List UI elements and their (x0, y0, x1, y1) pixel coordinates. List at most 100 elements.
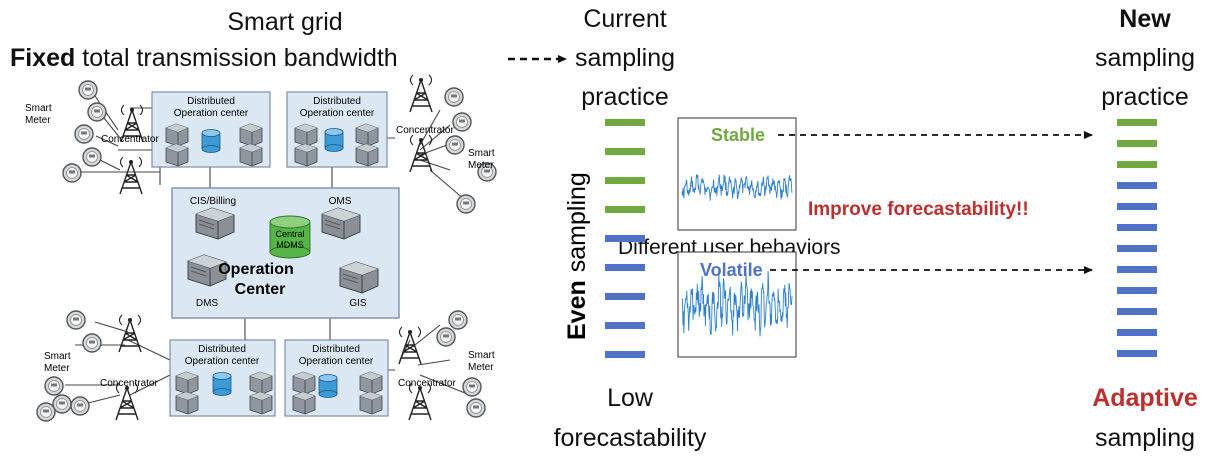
tower-icon (398, 326, 422, 365)
dist-label-4a: Distributed (312, 344, 360, 355)
current-sample-bar-blue (605, 322, 645, 329)
tower-icon (409, 134, 433, 173)
current-sample-bar-blue (605, 264, 645, 271)
meter-icon (66, 310, 86, 330)
dist-label-3b: Operation center (185, 356, 260, 367)
meter-icon (44, 376, 64, 396)
sampling-word: sampling (563, 172, 591, 272)
meter-icon (52, 394, 72, 414)
smart-meter-label-br-1: Smart (468, 350, 495, 361)
meter-icon (87, 102, 107, 122)
dist-label-4b: Operation center (299, 356, 374, 367)
low-line2: forecastability (553, 424, 707, 452)
gis-label: GIS (349, 298, 367, 309)
new-sample-bar-blue (1117, 308, 1157, 315)
meter-icon (82, 333, 102, 353)
dist-center-top-right: Distributed Operation center (286, 91, 388, 168)
new-sample-bar-green (1117, 161, 1157, 168)
meter-icon (436, 327, 456, 347)
new-word: New (1119, 5, 1171, 33)
current-line2: sampling (574, 44, 676, 72)
new-sample-bar-blue (1117, 287, 1157, 294)
op-center-label-2: Center (235, 281, 286, 298)
smart-meter-label-bl-1: Smart (44, 351, 71, 362)
stable-plot: Stable (677, 117, 797, 231)
meter-icon (74, 124, 94, 144)
adaptive-word: Adaptive (1092, 384, 1198, 412)
current-sample-bar-green (605, 148, 645, 155)
current-sample-bar-green (605, 177, 645, 184)
even-word: Even (563, 280, 591, 340)
current-sampling-bars (605, 119, 645, 358)
current-sample-bar-blue (605, 293, 645, 300)
dist-label-2b: Operation center (300, 108, 375, 119)
meter-icon (36, 402, 56, 422)
concentrator-label-bl: Concentrator (100, 378, 158, 389)
current-sample-bar-green (605, 119, 645, 126)
smart-meter-label-tr-1: Smart (468, 148, 495, 159)
mdms-cylinder: Central MDMS (269, 215, 311, 259)
adaptive-line2: sampling (1094, 424, 1196, 452)
new-line3: practice (1101, 83, 1189, 111)
tower-icon (409, 74, 433, 113)
even-sampling-label: Even sampling (563, 172, 591, 340)
current-sample-bar-blue (605, 351, 645, 358)
current-line3: practice (581, 83, 669, 111)
cis-billing-label: CIS/Billing (190, 196, 236, 207)
new-sample-bar-blue (1117, 182, 1157, 189)
volatile-plot: Volatile (677, 251, 797, 358)
tower-icon (118, 314, 142, 353)
meter-icon (78, 80, 98, 100)
concentrator-label-tl: Concentrator (101, 134, 159, 145)
stable-label: Stable (711, 125, 765, 145)
op-center-label-1: Operation (218, 261, 294, 278)
dms-label: DMS (196, 298, 219, 309)
meter-icon (452, 112, 472, 132)
new-sampling-bars (1117, 119, 1157, 357)
improve-label: Improve forecastability!! (808, 199, 1029, 220)
new-sample-bar-blue (1117, 329, 1157, 336)
current-sample-bar-green (605, 206, 645, 213)
new-sample-bar-blue (1117, 245, 1157, 252)
meter-icon (62, 163, 82, 183)
oms-label: OMS (329, 196, 352, 207)
current-line1: Current (583, 5, 667, 33)
meter-icon (70, 396, 90, 416)
bandwidth-rest: total transmission bandwidth (82, 44, 398, 72)
smart-meter-label-bl-2: Meter (44, 363, 70, 374)
new-line2: sampling (1094, 44, 1196, 72)
concentrator-label-tr: Concentrator (396, 125, 454, 136)
smart-grid-diagram: Distributed Operation center Distributed… (25, 74, 497, 422)
new-sample-bar-blue (1117, 350, 1157, 357)
concentrator-label-br: Concentrator (398, 378, 456, 389)
new-sample-bar-green (1117, 119, 1157, 126)
current-sample-bar-blue (605, 235, 645, 242)
mdms-label-2: MDMS (276, 240, 304, 250)
operation-center: CIS/Billing OMS Central MDMS DMS GIS Ope… (171, 187, 400, 319)
tower-icon (119, 156, 143, 195)
meter-icon (466, 398, 486, 418)
fixed-word: Fixed (10, 44, 76, 72)
smart-meter-label-tl-1: Smart (25, 103, 52, 114)
mdms-label-1: Central (275, 229, 304, 239)
dist-label-2a: Distributed (313, 96, 361, 107)
smart-meter-label-tr-2: Meter (468, 160, 494, 171)
smart-meter-label-br-2: Meter (468, 362, 494, 373)
dist-label-1b: Operation center (174, 108, 249, 119)
new-sample-bar-blue (1117, 266, 1157, 273)
dist-label-3a: Distributed (198, 344, 246, 355)
dist-label-1a: Distributed (187, 96, 235, 107)
dist-center-bottom-left: Distributed Operation center (169, 339, 276, 417)
volatile-series (681, 270, 793, 337)
dist-center-top-left: Distributed Operation center (151, 91, 271, 168)
new-sample-bar-green (1117, 140, 1157, 147)
new-sample-bar-blue (1117, 203, 1157, 210)
volatile-label: Volatile (700, 260, 763, 280)
low-line1: Low (607, 384, 653, 412)
new-sample-bar-blue (1117, 224, 1157, 231)
meter-icon (82, 147, 102, 167)
meter-icon (462, 377, 482, 397)
grid-title: Smart grid (227, 8, 343, 36)
smart-meter-label-tl-2: Meter (25, 115, 51, 126)
